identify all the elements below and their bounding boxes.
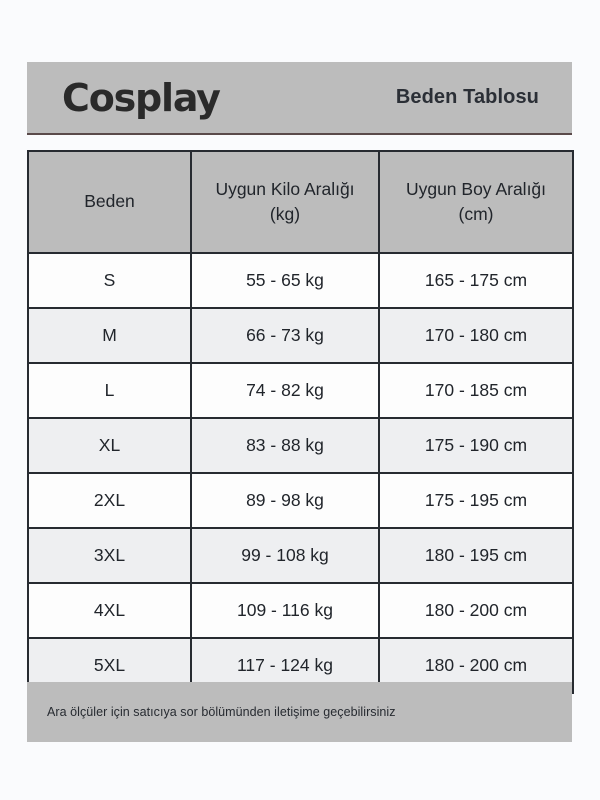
table-row: 2XL 89 - 98 kg 175 - 195 cm [27, 472, 574, 529]
cell-height: 165 - 175 cm [378, 252, 574, 309]
cell-height: 175 - 190 cm [378, 417, 574, 474]
cell-size: 3XL [27, 527, 192, 584]
table-row: 3XL 99 - 108 kg 180 - 195 cm [27, 527, 574, 584]
column-header-weight-line1: Uygun Kilo Aralığı [215, 178, 355, 199]
cell-height: 175 - 195 cm [378, 472, 574, 529]
brand-header-banner: Cosplay Beden Tablosu [27, 62, 572, 135]
cell-height: 180 - 195 cm [378, 527, 574, 584]
cell-weight: 99 - 108 kg [190, 527, 380, 584]
cell-size: S [27, 252, 192, 309]
cell-weight: 89 - 98 kg [190, 472, 380, 529]
table-row: XL 83 - 88 kg 175 - 190 cm [27, 417, 574, 474]
cell-height: 170 - 185 cm [378, 362, 574, 419]
table-row: L 74 - 82 kg 170 - 185 cm [27, 362, 574, 419]
cell-weight: 83 - 88 kg [190, 417, 380, 474]
footer-note-banner: Ara ölçüler için satıcıya sor bölümünden… [27, 682, 572, 742]
cosplay-logo: Cosplay [62, 75, 221, 120]
column-header-size: Beden [27, 150, 192, 254]
cell-size: XL [27, 417, 192, 474]
column-header-height-unit: (cm) [458, 204, 494, 224]
table-row: M 66 - 73 kg 170 - 180 cm [27, 307, 574, 364]
column-header-height-line1: Uygun Boy Aralığı [405, 178, 547, 199]
table-header: Beden Uygun Kilo Aralığı (kg) Uygun Boy … [27, 150, 574, 254]
cell-weight: 66 - 73 kg [190, 307, 380, 364]
cell-size: 4XL [27, 582, 192, 639]
cell-size: L [27, 362, 192, 419]
cell-height: 180 - 200 cm [378, 582, 574, 639]
column-header-weight: Uygun Kilo Aralığı (kg) [190, 150, 380, 254]
cell-size: 2XL [27, 472, 192, 529]
cell-height: 170 - 180 cm [378, 307, 574, 364]
table-row: 4XL 109 - 116 kg 180 - 200 cm [27, 582, 574, 639]
cell-weight: 109 - 116 kg [190, 582, 380, 639]
table-header-row: Beden Uygun Kilo Aralığı (kg) Uygun Boy … [27, 150, 574, 254]
column-header-height: Uygun Boy Aralığı (cm) [378, 150, 574, 254]
table-row: S 55 - 65 kg 165 - 175 cm [27, 252, 574, 309]
cell-size: M [27, 307, 192, 364]
table-body: S 55 - 65 kg 165 - 175 cm M 66 - 73 kg 1… [27, 252, 574, 694]
cell-weight: 74 - 82 kg [190, 362, 380, 419]
cell-weight: 55 - 65 kg [190, 252, 380, 309]
column-header-weight-unit: (kg) [269, 204, 301, 224]
page-title: Beden Tablosu [395, 86, 539, 108]
size-table: Beden Uygun Kilo Aralığı (kg) Uygun Boy … [27, 150, 574, 694]
footer-note-text: Ara ölçüler için satıcıya sor bölümünden… [47, 705, 396, 719]
